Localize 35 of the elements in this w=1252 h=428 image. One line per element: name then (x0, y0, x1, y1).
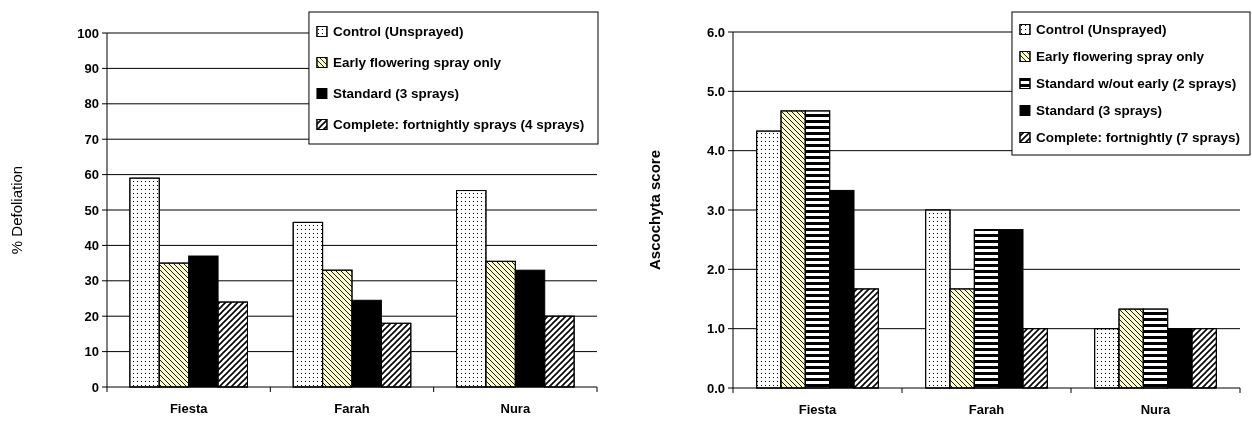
x-tick-label: Farah (334, 401, 370, 416)
x-tick-label: Nura (500, 401, 531, 416)
legend-label: Complete: fortnightly sprays (4 sprays) (332, 117, 585, 133)
y-tick-label: 1.0 (706, 321, 725, 337)
y-axis-title: % Defoliation (8, 165, 25, 255)
legend-label: Control (Unsprayed) (332, 24, 464, 40)
y-tick-label: 70 (84, 131, 99, 147)
y-tick-label: 10 (84, 344, 99, 360)
x-tick-label: Nura (1140, 402, 1172, 417)
y-tick-label: 4.0 (706, 143, 725, 159)
y-axis-title: Ascochyta score (646, 149, 663, 271)
x-tick-label: Fiesta (798, 402, 838, 417)
x-tick-label: Farah (968, 402, 1005, 417)
y-tick-label: 100 (77, 25, 99, 41)
legend-label: Control (Unsprayed) (1035, 22, 1167, 38)
y-tick-label: 5.0 (706, 83, 725, 99)
y-tick-label: 0.0 (706, 380, 725, 396)
y-tick-label: 3.0 (706, 202, 725, 218)
legend-label: Standard w/out early (2 sprays) (1035, 76, 1237, 92)
y-tick-label: 50 (84, 202, 99, 218)
legend-label: Early flowering spray only (1035, 49, 1205, 65)
legend-label: Standard (3 sprays) (332, 86, 459, 102)
y-tick-label: 30 (84, 273, 99, 289)
y-tick-label: 2.0 (706, 261, 725, 277)
x-tick-label: Fiesta (169, 401, 209, 416)
y-tick-label: 90 (84, 60, 99, 76)
legend-label: Early flowering spray only (332, 55, 502, 71)
legend-label: Complete: fortnightly (7 sprays) (1035, 130, 1241, 146)
y-tick-label: 40 (84, 237, 99, 253)
legend-label: Standard (3 sprays) (1035, 103, 1163, 119)
y-tick-label: 60 (84, 167, 99, 183)
y-tick-label: 20 (84, 308, 99, 324)
y-tick-label: 80 (84, 96, 99, 112)
y-tick-label: 6.0 (706, 24, 725, 40)
y-tick-label: 0 (91, 379, 99, 395)
